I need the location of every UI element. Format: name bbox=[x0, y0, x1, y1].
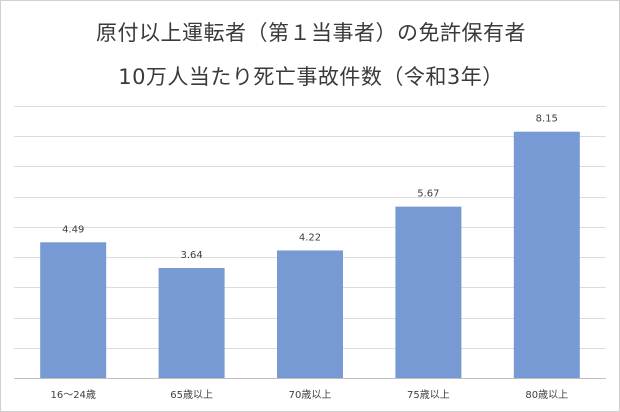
data-label-3: 4.22 bbox=[299, 232, 321, 243]
x-tick-label-5: 80歳以上 bbox=[525, 389, 568, 401]
chart-title-line-2: 10万人当たり死亡事故件数（令和3年） bbox=[118, 65, 504, 89]
bar-5 bbox=[513, 131, 580, 378]
data-label-1: 4.49 bbox=[62, 224, 84, 235]
data-label-2: 3.64 bbox=[180, 250, 202, 261]
data-label-4: 5.67 bbox=[417, 189, 439, 200]
data-label-5: 8.15 bbox=[536, 114, 558, 125]
bar-3 bbox=[277, 250, 343, 378]
bar-2 bbox=[158, 267, 225, 378]
x-tick-label-2: 65歳以上 bbox=[170, 389, 213, 401]
chart-title-line-1: 原付以上運転者（第１当事者）の免許保有者 bbox=[96, 21, 526, 45]
x-tick-label-1: 16～24歳 bbox=[50, 389, 95, 401]
bar-1 bbox=[40, 242, 107, 378]
bar-4 bbox=[395, 206, 462, 378]
x-tick-label-3: 70歳以上 bbox=[289, 389, 332, 401]
x-tick-label-4: 75歳以上 bbox=[407, 389, 450, 401]
